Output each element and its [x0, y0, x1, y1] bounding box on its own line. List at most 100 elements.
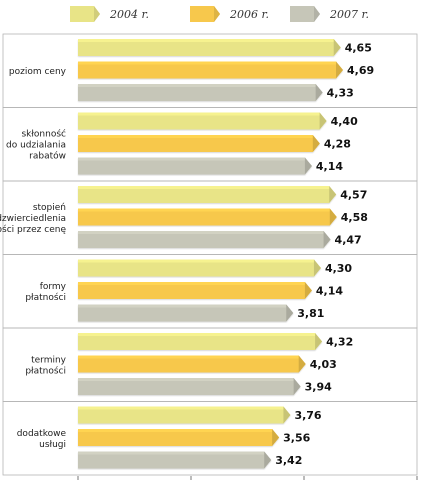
bar-tip — [329, 208, 337, 226]
bar — [78, 282, 312, 299]
bar-tip — [329, 186, 337, 203]
bar-highlight — [78, 429, 275, 432]
bar-highlight — [78, 157, 307, 161]
bar — [78, 259, 321, 277]
bar — [78, 355, 306, 373]
value-label: 4,03 — [310, 358, 337, 371]
value-label: 3,81 — [297, 307, 324, 320]
bar-tip — [283, 406, 291, 424]
bar-body — [78, 406, 291, 424]
legend-swatch-tip — [214, 6, 220, 22]
bar-highlight — [78, 231, 326, 234]
bar-tip — [323, 231, 331, 248]
bar — [78, 112, 327, 130]
value-label: 4,69 — [347, 64, 374, 77]
bar-body — [78, 208, 337, 226]
bar-body — [78, 157, 312, 175]
bar-highlight — [78, 186, 332, 189]
bar — [78, 61, 343, 79]
legend-swatch-tip — [94, 6, 100, 22]
bar-highlight — [78, 406, 286, 410]
bar-highlight — [78, 39, 336, 42]
bar — [78, 378, 301, 395]
bar-tip — [304, 157, 312, 175]
legend-swatch-tip — [314, 6, 320, 22]
legend-label: 2004 r. — [109, 8, 149, 21]
category-label: dodatkowe usługi — [17, 429, 67, 450]
bar-body — [78, 451, 272, 469]
category-label: skłonność do udzialania rabatów — [6, 128, 66, 161]
bar-body — [78, 429, 280, 446]
bar-tip — [264, 451, 272, 469]
value-label: 3,42 — [275, 454, 302, 467]
category-frames: poziom ceny skłonność do udzialania rabatów… — [0, 33, 418, 476]
bar-highlight — [78, 208, 332, 212]
bar-highlight — [78, 259, 316, 263]
bar-highlight — [78, 355, 301, 359]
bar-highlight — [78, 84, 318, 87]
bar-body — [78, 333, 323, 350]
bar-tip — [286, 304, 294, 322]
bar-tip — [315, 84, 323, 101]
x-axis: 0246 — [77, 476, 418, 480]
category-label: terminy płatności — [25, 355, 66, 376]
value-label: 3,56 — [283, 432, 310, 445]
bar-highlight — [78, 304, 289, 308]
bar — [78, 39, 341, 56]
legend-swatch — [70, 6, 100, 22]
bar — [78, 157, 312, 175]
bar — [78, 208, 337, 226]
value-label: 4,30 — [325, 262, 352, 275]
bar-body — [78, 304, 294, 322]
value-label: 4,65 — [345, 42, 372, 55]
bar — [78, 333, 323, 350]
bar — [78, 451, 272, 469]
category-label: poziom ceny — [9, 67, 67, 77]
legend: 2004 r. 2006 r. 2007 r. — [70, 6, 369, 22]
bar-body — [78, 282, 312, 299]
bar-tip — [298, 355, 306, 373]
value-label: 4,58 — [341, 211, 368, 224]
value-label: 4,40 — [331, 115, 358, 128]
value-label: 4,14 — [316, 160, 343, 173]
value-label: 4,57 — [340, 189, 367, 202]
bar-body — [78, 61, 343, 79]
category-frame — [2, 401, 418, 476]
bar-body — [78, 231, 331, 248]
legend-label: 2006 r. — [229, 8, 269, 21]
bar — [78, 304, 294, 322]
bar-body — [78, 259, 321, 277]
legend-item: 2006 r. — [190, 6, 269, 22]
bar — [78, 84, 323, 101]
bar-highlight — [78, 451, 267, 455]
value-label: 4,28 — [324, 138, 351, 151]
bar-tip — [313, 259, 321, 277]
legend-item: 2007 r. — [290, 6, 369, 22]
bar-body — [78, 378, 301, 395]
legend-label: 2007 r. — [329, 8, 369, 21]
bar-body — [78, 112, 327, 130]
bar-tip — [272, 429, 280, 446]
bar-highlight — [78, 61, 338, 65]
bar — [78, 186, 337, 203]
legend-swatch — [290, 6, 320, 22]
bar-tip — [312, 135, 320, 152]
bar-tip — [319, 112, 327, 130]
bar — [78, 429, 280, 446]
bar-body — [78, 186, 337, 203]
category-label: formy płatności — [25, 282, 66, 303]
value-label: 3,76 — [294, 409, 321, 422]
bar — [78, 135, 320, 152]
bar-tip — [333, 39, 341, 56]
bar-body — [78, 84, 323, 101]
bar-highlight — [78, 135, 315, 138]
bars: 4,65 4,69 4,33 4,40 4,28 4,14 4,57 4,58 4,47 4,30… — [78, 39, 374, 469]
legend-swatch — [190, 6, 220, 22]
bar-body — [78, 39, 341, 56]
bar-highlight — [78, 282, 307, 285]
bar-highlight — [78, 378, 296, 381]
category-label: stopieńodzwierciedleniajakości przez cen… — [0, 203, 66, 235]
value-label: 3,94 — [305, 381, 332, 394]
legend-item: 2004 r. — [70, 6, 149, 22]
